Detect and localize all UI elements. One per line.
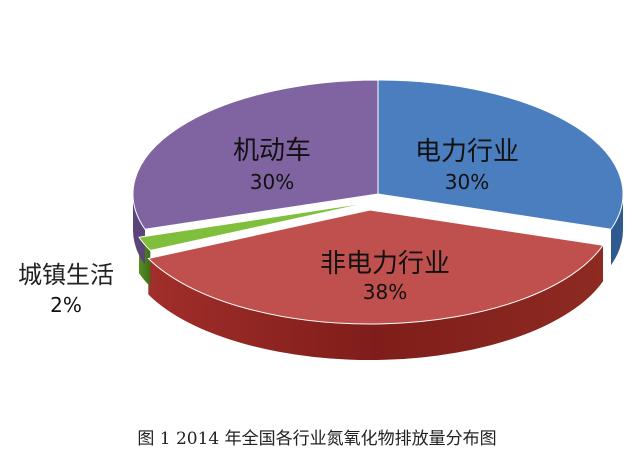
pie-slice-2 [147,209,604,325]
figure-caption: 图 1 2014 年全国各行业氮氧化物排放量分布图 [137,429,497,449]
slice-label-3: 城镇生活 [18,261,114,289]
slice-label-1: 电力行业 [415,137,519,167]
slice-value-3: 2% [50,293,82,317]
pie-slice-4 [132,79,379,230]
slice-value-4: 30% [250,170,294,194]
slice-value-1: 30% [445,170,489,194]
slice-label-2: 非电力行业 [320,249,450,279]
pie-slice-3 [138,201,373,252]
pie-side-2 [148,245,604,361]
slice-value-2: 38% [363,280,407,304]
slice-label-4: 机动车 [233,136,311,166]
pie-slice-1 [377,79,624,230]
